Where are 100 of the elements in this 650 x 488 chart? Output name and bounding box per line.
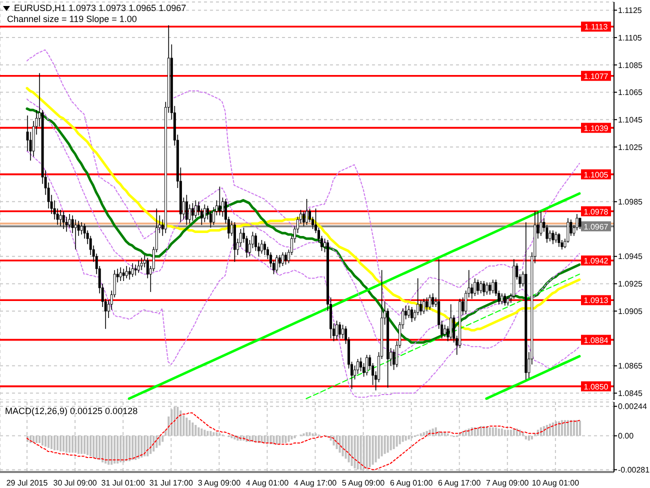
y-tick-label: 1.0865 (618, 362, 644, 371)
candlestick (122, 268, 125, 282)
candlestick (194, 200, 197, 218)
candlestick (432, 292, 434, 308)
candlestick (488, 282, 492, 296)
y-tick-label: 1.0985 (618, 198, 644, 207)
ref-line-label: 1.0884 (584, 336, 609, 345)
candlestick (476, 279, 480, 296)
candlestick (74, 219, 77, 250)
y-tick-label: 1.1025 (618, 142, 644, 152)
x-tick-label: 6 Aug 17:00 (438, 478, 482, 488)
candlestick (218, 186, 221, 216)
chart-title: EURUSD,H1 1.0973 1.0973 1.0965 1.0967 (14, 3, 186, 14)
candlestick (306, 198, 308, 226)
candlestick (191, 202, 194, 222)
y-tick-label: -0.00281 (618, 466, 650, 475)
x-tick-label: 29 Jul 2015 (6, 478, 48, 488)
candlestick (188, 204, 191, 224)
y-tick-label: 1.0945 (618, 252, 644, 262)
line-series (306, 274, 580, 400)
candlestick (131, 262, 134, 278)
candlestick (422, 298, 426, 314)
x-tick-label: 10 Aug 01:00 (532, 478, 580, 488)
candlestick (470, 283, 474, 300)
y-tick-label: 1.1085 (618, 60, 644, 70)
candlestick (302, 210, 305, 227)
ref-line-label: 1.0942 (584, 256, 609, 266)
candlestick (578, 218, 582, 230)
x-tick-label: 4 Aug 17:00 (294, 478, 338, 488)
candlestick (203, 204, 206, 223)
ref-line-label: 1.0850 (584, 382, 609, 392)
candlestick (504, 292, 506, 306)
y-tick-label: 0.00244 (618, 402, 648, 412)
candlestick (342, 324, 344, 339)
ref-line-label: 1.0967 (584, 222, 609, 232)
y-tick-label: 1.0925 (618, 280, 644, 289)
x-tick-label: 7 Aug 09:00 (486, 478, 530, 488)
candlestick (140, 257, 143, 270)
candlestick (260, 240, 263, 254)
x-tick-label: 6 Aug 01:00 (390, 478, 434, 488)
candlestick (410, 306, 414, 322)
line-series (485, 354, 581, 400)
candlestick (338, 322, 342, 339)
candlestick (366, 354, 368, 376)
candlestick (278, 254, 281, 268)
ref-line-label: 1.0978 (584, 207, 609, 216)
ref-line-label: 1.0913 (584, 296, 609, 306)
candlestick (128, 266, 131, 280)
candlestick (554, 231, 558, 244)
candlestick (420, 300, 422, 316)
candlestick (428, 294, 432, 310)
candlestick (119, 266, 122, 282)
y-tick-label: 0.00 (618, 432, 634, 441)
candlestick (68, 214, 71, 228)
candlestick (392, 348, 396, 370)
ref-line-label: 1.1039 (584, 124, 609, 133)
candlestick (486, 282, 488, 296)
y-tick-label: 1.1065 (618, 88, 644, 98)
y-tick-label: 1.0845 (618, 389, 644, 398)
candlestick (558, 232, 560, 248)
candlestick (125, 266, 128, 279)
candlestick (426, 297, 428, 312)
candlestick (548, 230, 552, 242)
ref-line-label: 1.1113 (584, 22, 608, 32)
candlestick (482, 280, 486, 296)
ref-line-label: 1.1077 (584, 72, 609, 81)
candlestick (500, 292, 504, 305)
candlestick (62, 210, 65, 230)
candlestick (450, 304, 452, 340)
candlestick (444, 324, 446, 338)
candlestick (137, 260, 140, 274)
chart-title: MACD(12,26,9) 0.00125 0.00128 (5, 406, 138, 417)
candlestick (134, 264, 137, 276)
candlestick (492, 279, 494, 294)
ref-line-label: 1.1005 (584, 170, 609, 180)
x-tick-label: 31 Jul 01:00 (101, 478, 146, 488)
x-tick-label: 4 Aug 01:00 (246, 478, 290, 488)
candlestick (540, 210, 542, 236)
candlestick (59, 209, 62, 227)
x-tick-label: 3 Aug 09:00 (198, 478, 242, 488)
candlestick (275, 254, 278, 274)
candlestick (336, 320, 338, 340)
candlestick (480, 280, 482, 294)
y-tick-label: 1.0905 (618, 306, 644, 316)
candlestick (552, 230, 554, 244)
candlestick (263, 240, 266, 256)
candlestick (185, 194, 188, 226)
candlestick (474, 278, 476, 296)
candlestick (80, 222, 83, 235)
x-tick-label: 30 Jul 09:00 (53, 478, 98, 488)
y-tick-label: 1.1125 (618, 6, 642, 16)
y-tick-label: 1.1105 (618, 33, 642, 42)
candlestick (281, 252, 284, 266)
candlestick (506, 296, 510, 306)
y-tick-label: 1.1045 (618, 115, 644, 124)
line-series (128, 192, 581, 400)
x-tick-label: 31 Jul 17:00 (149, 478, 194, 488)
candlestick (408, 305, 410, 318)
text: Channel size = 119 Slope = 1.00 (7, 14, 138, 25)
x-tick-label: 5 Aug 09:00 (342, 478, 386, 488)
